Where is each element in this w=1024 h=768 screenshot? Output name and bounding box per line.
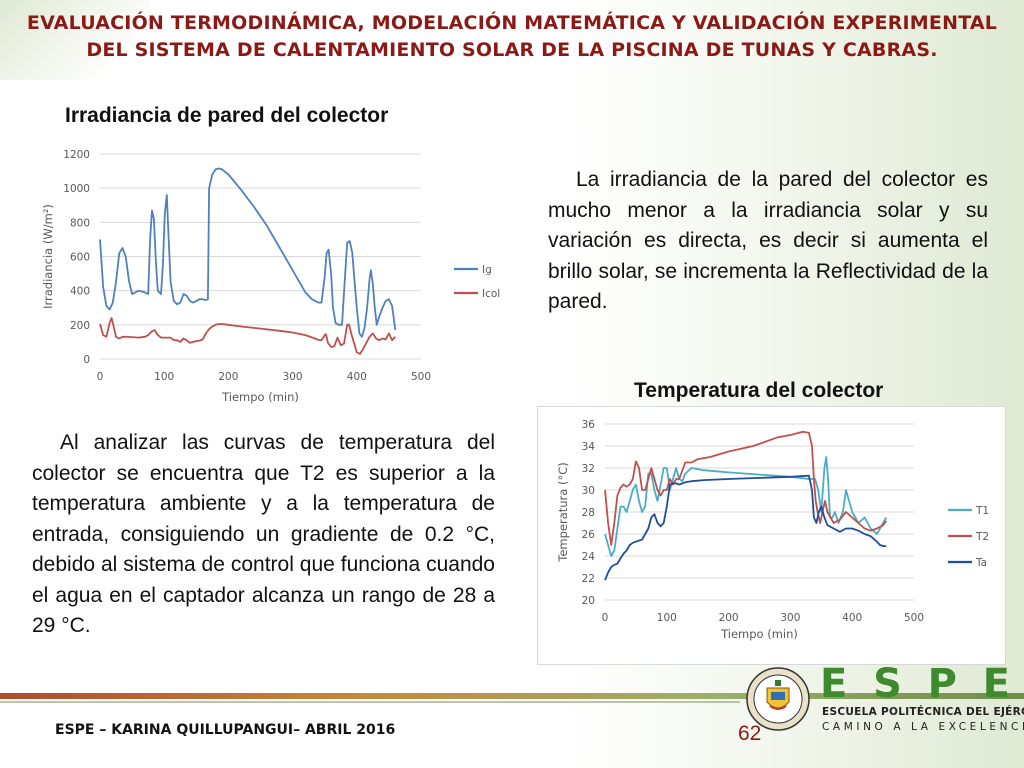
series-line-ig (99, 167, 397, 338)
y-tick-label: 0 (83, 354, 90, 366)
y-tick-label: 24 (582, 551, 596, 563)
x-tick-label: 0 (602, 612, 609, 624)
series-line-t2 (604, 430, 887, 546)
y-axis-title: Irradiancia (W/m²) (41, 204, 55, 309)
y-tick-label: 1200 (63, 149, 90, 161)
y-axis-title: Temperatura (°C) (556, 462, 570, 562)
x-tick-label: 300 (780, 612, 800, 624)
x-tick-label: 100 (657, 612, 677, 624)
page-number: 62 (738, 722, 762, 745)
legend-label: Ta (975, 557, 987, 569)
temperature-paragraph: Al analizar las curvas de temperatura de… (32, 428, 495, 642)
y-tick-label: 800 (70, 217, 90, 229)
legend-label: T2 (975, 531, 989, 543)
x-tick-label: 400 (842, 612, 862, 624)
x-tick-label: 500 (904, 612, 924, 624)
y-tick-label: 28 (582, 507, 595, 519)
legend-label: Icol (482, 288, 500, 300)
y-tick-label: 22 (582, 573, 595, 585)
x-tick-label: 100 (154, 371, 174, 383)
university-seal-icon (746, 667, 810, 731)
temperature-chart-svg: 20 22 24 26 28 30 32 34 36 0 100 200 300 400 500 Tiempo… (556, 419, 989, 641)
logo-letter: E (982, 661, 1010, 707)
x-axis-title: Tiempo (min) (221, 390, 299, 404)
footer-author: ESPE – KARINA QUILLUPANGUI– ABRIL 2016 (55, 722, 396, 738)
logo-letter: E (820, 661, 848, 707)
y-tick-label: 600 (70, 252, 90, 264)
temperature-paragraph-text: Al analizar las curvas de temperatura de… (32, 431, 495, 637)
y-tick-label: 34 (582, 441, 596, 453)
y-tick-label: 32 (582, 463, 595, 475)
y-tick-label: 200 (70, 320, 90, 332)
legend-label: Ig (482, 264, 492, 276)
x-tick-label: 200 (218, 371, 238, 383)
y-tick-label: 1000 (63, 183, 90, 195)
irradiance-paragraph-text: La irradiancia de la pared del colector … (548, 168, 988, 313)
series-line-ta (604, 474, 887, 581)
legend-label: T1 (975, 505, 989, 517)
logo-letter: S (873, 661, 902, 707)
logo-letter: P (927, 661, 957, 707)
x-tick-label: 400 (347, 371, 367, 383)
y-tick-label: 400 (70, 286, 90, 298)
x-tick-label: 200 (719, 612, 739, 624)
irradiance-chart: 0 200 400 600 800 1000 1200 0 100 200 300 400 500 Tie… (38, 140, 518, 410)
slide-title: EVALUACIÓN TERMODINÁMICA, MODELACIÓN MAT… (26, 12, 998, 61)
y-tick-label: 36 (582, 419, 596, 431)
corner-decoration (0, 0, 150, 80)
irradiance-section-title: Irradiancia de pared del colector (65, 104, 389, 127)
footer-divider (0, 701, 740, 703)
x-tick-label: 500 (411, 371, 431, 383)
x-tick-label: 300 (283, 371, 303, 383)
espe-logo-name: ESCUELA POLITÉCNICA DEL EJÉRCITO (822, 706, 1024, 718)
temperature-section-title: Temperatura del colector (634, 379, 884, 402)
series-line-t1 (604, 456, 887, 557)
temperature-chart: 20 22 24 26 28 30 32 34 36 0 100 200 300 400 500 Tiempo… (537, 406, 1006, 665)
irradiance-chart-svg: 0 200 400 600 800 1000 1200 0 100 200 300 400 500 Tie… (41, 149, 500, 404)
x-axis-title: Tiempo (min) (720, 627, 798, 641)
y-tick-label: 26 (582, 529, 596, 541)
x-tick-label: 0 (97, 371, 104, 383)
series-line-icol (99, 317, 396, 355)
espe-logo-motto: CAMINO A LA EXCELENCIA (822, 721, 1024, 733)
y-tick-label: 30 (582, 485, 595, 497)
footer-color-bar (0, 693, 1024, 699)
y-tick-label: 20 (582, 595, 595, 607)
temperature-chart-frame (537, 406, 1006, 665)
irradiance-paragraph: La irradiancia de la pared del colector … (548, 165, 988, 318)
espe-logo-letters: E S P E (820, 662, 1010, 706)
